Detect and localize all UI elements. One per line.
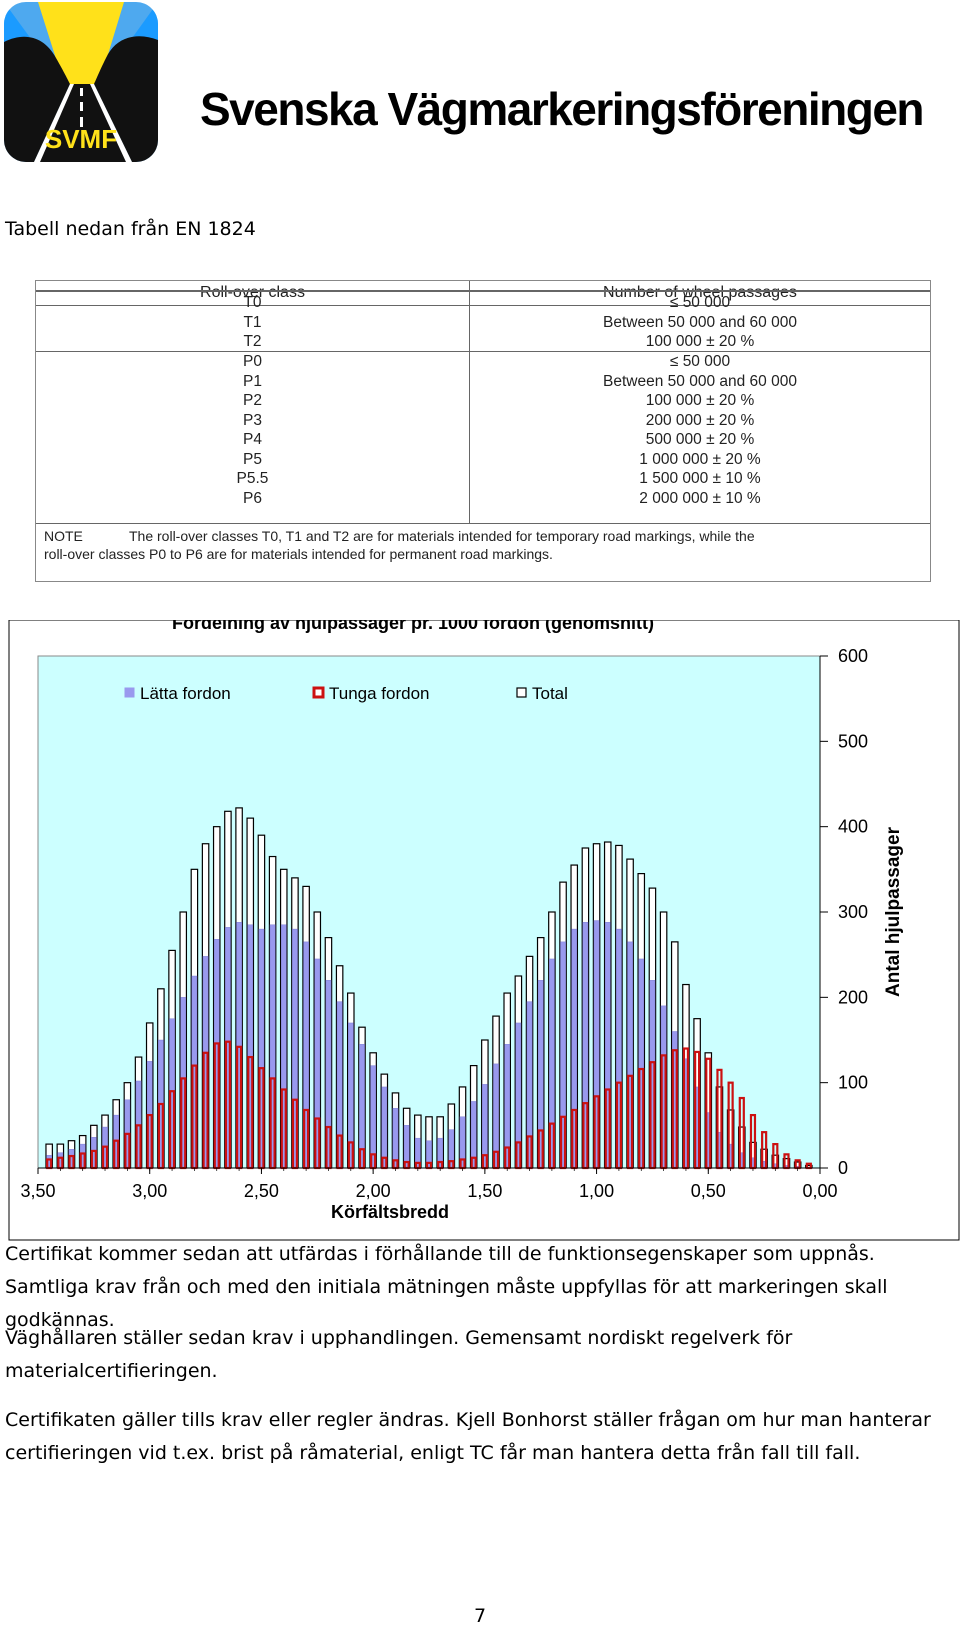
legend-label: Total: [532, 684, 568, 703]
y-tick-label: 400: [838, 817, 868, 837]
y-tick-label: 200: [838, 987, 868, 1007]
table-cell-class: T2: [243, 333, 262, 350]
table-header-passages: Number of wheel passages: [603, 284, 797, 301]
note-line-1: The roll-over classes T0, T1 and T2 are …: [129, 528, 755, 544]
page-number: 7: [473, 1605, 487, 1627]
y-tick-label: 0: [838, 1158, 848, 1178]
table-cell-passages: 2 000 000 ± 10 %: [639, 489, 761, 507]
table-cell-class: P3: [243, 411, 262, 429]
x-tick-label: 1,50: [467, 1181, 502, 1201]
logo-text: SVMF: [45, 124, 117, 154]
note-line-2: roll-over classes P0 to P6 are for mater…: [44, 546, 553, 562]
legend-swatch: [516, 687, 527, 698]
table-cell-passages: 500 000 ± 20 %: [645, 431, 755, 448]
x-tick-label: 2,00: [356, 1181, 391, 1201]
table-cell-passages: 1 500 000 ± 10 %: [639, 470, 761, 487]
note-label: NOTE: [44, 528, 83, 544]
table-cell-passages: ≤ 50 000: [669, 353, 731, 370]
y-tick-label: 500: [838, 731, 868, 751]
table-cell-passages: 100 000 ± 20 %: [645, 333, 755, 350]
table-cell-passages: Between 50 000 and 60 000: [603, 313, 797, 331]
y-tick-label: 100: [838, 1073, 868, 1093]
table-header-class: Roll-over class: [200, 284, 305, 301]
roll-over-table: Roll-over class Number of wheel passages…: [35, 280, 931, 582]
table-cell-class: P5: [243, 450, 262, 468]
table-cell-class: P1: [243, 372, 262, 390]
table-cell-class: P5.5: [236, 470, 269, 487]
paragraph-2: Väghållaren ställer sedan krav i upphand…: [5, 1327, 793, 1382]
table-cell-class: P0: [243, 353, 262, 370]
y-tick-label: 300: [838, 902, 868, 922]
table-note: NOTE The roll-over classes T0, T1 and T2 …: [44, 527, 924, 563]
table-cell-passages: 200 000 ± 20 %: [645, 411, 755, 429]
table-cell-class: P2: [243, 392, 262, 409]
bar-latta: [370, 1065, 376, 1169]
table-cell-class: P4: [243, 431, 262, 448]
table-cell-passages: Between 50 000 and 60 000: [603, 372, 797, 390]
table-cell-passages: 100 000 ± 20 %: [645, 392, 755, 409]
legend-swatch: [124, 687, 135, 698]
plot-area: [37, 655, 821, 1169]
bar-latta: [392, 1108, 399, 1169]
legend-label: Tunga fordon: [329, 684, 430, 703]
wheel-passage-chart: Fördelning av hjulpassager pr. 1000 ford…: [8, 620, 960, 1241]
table-cell-class: T1: [243, 313, 262, 331]
chart-title: Fördelning av hjulpassager pr. 1000 ford…: [172, 620, 654, 633]
bar-latta: [381, 1086, 388, 1169]
paragraph-1: Certifikat kommer sedan att utfärdas i f…: [5, 1243, 888, 1331]
y-axis-title: Antal hjulpassager: [883, 826, 904, 997]
table-cell-class: P6: [243, 489, 262, 507]
x-tick-label: 1,00: [579, 1181, 614, 1201]
x-tick-label: 3,00: [132, 1181, 167, 1201]
organization-name: Svenska Vägmarkeringsföreningen: [200, 83, 925, 135]
legend-swatch: [312, 686, 325, 699]
x-tick-label: 0,00: [802, 1181, 837, 1201]
svmf-logo: SVMF: [4, 2, 158, 162]
table-cell-passages: 1 000 000 ± 20 %: [639, 450, 761, 468]
table-cell-passages: ≤ 50 000: [669, 294, 731, 311]
paragraph-3: Certifikaten gäller tills krav eller reg…: [5, 1409, 931, 1464]
x-tick-label: 3,50: [20, 1181, 55, 1201]
x-tick-label: 2,50: [244, 1181, 279, 1201]
x-tick-label: 0,50: [691, 1181, 726, 1201]
x-axis-title: Körfältsbredd: [331, 1202, 449, 1222]
intro-text: Tabell nedan från EN 1824: [5, 218, 256, 240]
y-tick-label: 600: [838, 646, 868, 666]
table-cell-class: T0: [243, 294, 262, 311]
legend-label: Lätta fordon: [140, 684, 231, 703]
